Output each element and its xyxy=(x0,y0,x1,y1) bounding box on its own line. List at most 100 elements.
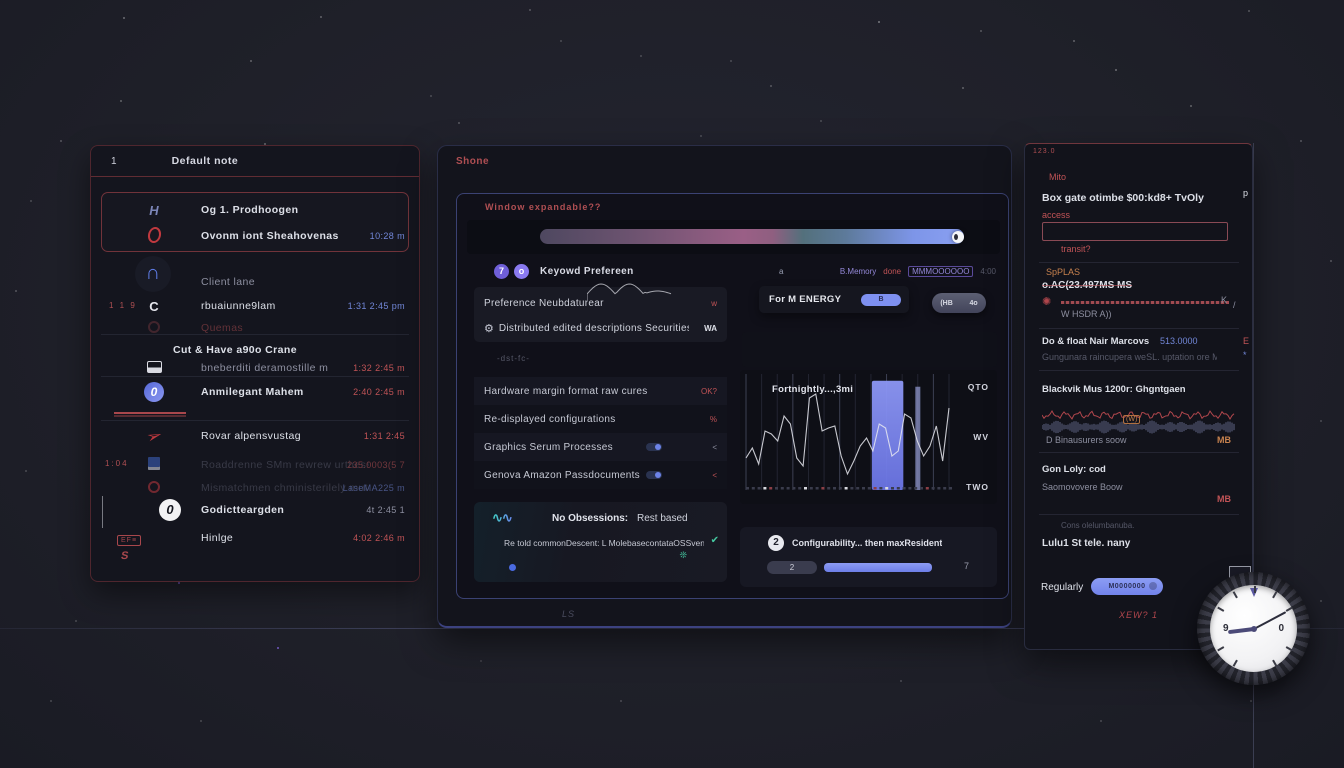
list-item[interactable]: Quemas xyxy=(91,314,419,342)
selection-tick xyxy=(102,496,103,528)
theme-gradient-slider[interactable] xyxy=(540,229,964,244)
footer-link[interactable]: XEW? 1 xyxy=(1118,610,1158,620)
divider xyxy=(101,334,409,335)
notifications-header: 1 Default note xyxy=(91,146,419,177)
divider xyxy=(1039,452,1239,453)
text-input[interactable] xyxy=(1042,222,1228,241)
mini-chart: Fortnightly...,3mi QTO WV TWO xyxy=(740,370,997,504)
section-sub: D Binausurers soow xyxy=(1046,435,1127,445)
progress-label: Configurability... then maxResident xyxy=(792,538,943,548)
item-time: 2:40 2:45 m xyxy=(353,387,405,397)
section-title: Gon Loly: cod xyxy=(1042,464,1106,475)
clock-tick xyxy=(1232,659,1238,667)
row-badge: WA xyxy=(704,323,717,333)
refresh-icon: C xyxy=(149,298,159,314)
margin-note: 1:04 xyxy=(105,459,129,468)
list-item[interactable]: C rbuaiunne9lam 1:31 2:45 pm xyxy=(91,292,419,320)
setting-label: Hardware margin format raw cures xyxy=(484,385,648,397)
slider-knob[interactable] xyxy=(952,230,964,243)
settings-row[interactable]: Hardware margin format raw cures OK? xyxy=(474,377,727,405)
small-tag: a xyxy=(779,267,784,276)
analog-clock: 9 0 xyxy=(1197,572,1310,685)
starfield-decoration xyxy=(0,0,2,2)
tag[interactable]: done xyxy=(883,267,902,276)
window-footer-label: LS xyxy=(562,609,576,619)
sparkle-icon: ❊ xyxy=(679,550,687,560)
chart-axis-labels: QTO WV TWO xyxy=(966,382,989,492)
list-item[interactable]: bneberditi deramostille m 1:32 2:45 m xyxy=(91,354,419,382)
progress-bar[interactable] xyxy=(824,563,932,572)
item-label: Rovar alpensvustag xyxy=(201,430,302,442)
header-index: 1 xyxy=(111,155,117,167)
setting-label: Graphics Serum Processes xyxy=(484,441,613,453)
redline-decoration xyxy=(1061,301,1229,304)
preference-row[interactable]: ⚙ Distributed edited descriptions Securi… xyxy=(484,316,717,340)
section-small: Cons olelumbanuba. xyxy=(1061,521,1135,530)
clock-12-marker xyxy=(1249,588,1258,597)
list-item[interactable]: Roaddrenne SMm rewrew urthessrielle remm… xyxy=(91,451,419,479)
clock-tick xyxy=(1253,585,1256,593)
item-label: Og 1. Prodhoogen xyxy=(201,204,299,216)
list-item[interactable]: 0 Anmilegant Mahem 2:40 2:45 m xyxy=(91,378,419,406)
frequency-pill-button[interactable]: M0000000 xyxy=(1091,578,1163,595)
group-header-label: Cut & Have a90o Crane xyxy=(173,344,297,356)
side-glyph: K xyxy=(1221,295,1228,305)
toggle-switch[interactable] xyxy=(646,471,662,479)
media-pill-button[interactable]: (HB 4o xyxy=(932,293,986,313)
list-item[interactable]: H Og 1. Prodhoogen xyxy=(91,196,419,224)
preference-row[interactable]: Preference Neubdaturear w xyxy=(484,291,717,315)
list-item[interactable]: ∩ Client lane xyxy=(91,256,419,296)
size-badge: MB xyxy=(1217,435,1231,445)
progress-total: 7 xyxy=(963,561,969,571)
list-item[interactable]: ➢ Rovar alpensvustag 1:31 2:45 xyxy=(91,422,419,450)
item-label: Hinlge xyxy=(201,532,234,544)
audio-waveform-svg xyxy=(1042,410,1235,434)
settings-row[interactable]: Re-displayed configurations % xyxy=(474,405,727,433)
clock-numeral: 9 xyxy=(1223,623,1229,634)
zero-badge-icon: 0 xyxy=(143,382,165,402)
list-item[interactable]: EF≡ Hinlge 4:02 2:46 m xyxy=(91,524,419,552)
axis-label: TWO xyxy=(966,482,989,492)
tag[interactable]: B.Memory xyxy=(839,267,877,276)
section-title: Blackvik Mus 1200r: Ghgntgaen xyxy=(1042,384,1186,395)
section-label: Mito xyxy=(1049,172,1067,182)
section-value[interactable]: 513.0000 xyxy=(1160,336,1198,346)
item-time: 10:28 m xyxy=(369,231,405,241)
input-link[interactable]: transit? xyxy=(1061,244,1091,254)
axis-label: WV xyxy=(973,432,989,442)
pill-icon xyxy=(1149,582,1157,590)
section-title: o.AC(23.497MS MS xyxy=(1042,280,1133,291)
section-sub: access xyxy=(1042,210,1071,220)
toggle-switch[interactable] xyxy=(646,443,662,451)
list-item[interactable]: 0 Godictteargden 4t 2:45 1 xyxy=(91,496,419,524)
list-item[interactable]: Cut & Have a90o Crane xyxy=(91,336,419,364)
energy-pill-button[interactable]: B xyxy=(861,293,901,306)
chart-title: Fortnightly...,3mi xyxy=(772,384,854,395)
section-sub: Gungunara raincupera weSL. uptation ore … xyxy=(1042,352,1217,362)
item-label: Client lane xyxy=(201,276,256,288)
tag-row: B.Memory done MMMOOOOOO 4:00 xyxy=(840,266,996,277)
details-panel: 123.0 Mito Box gate otimbe $00:kd8+ TvOl… xyxy=(1024,143,1253,650)
list-item[interactable]: Mismatchmen chministerilely muteswitchma… xyxy=(91,474,419,502)
axis-label: QTO xyxy=(967,382,989,392)
list-item[interactable]: Ovonm iont Sheahovenas 10:28 m xyxy=(91,222,419,250)
clock-tick xyxy=(1271,659,1277,667)
panel-title: Default note xyxy=(171,155,239,167)
settings-row[interactable]: Genova Amazon Passdocuments < xyxy=(474,461,727,489)
clock-center-pin xyxy=(1250,625,1257,632)
progress-count-pill[interactable]: 2 xyxy=(767,561,817,574)
item-label: Roaddrenne SMm rewrew urthessrielle remm… xyxy=(201,459,369,471)
tag[interactable]: MMMOOOOOO xyxy=(908,266,974,277)
clock-numeral: 0 xyxy=(1278,623,1284,634)
section-label: SpPLAS xyxy=(1046,267,1081,277)
star-glyph: * xyxy=(1243,350,1247,360)
section-title: Lulu1 St tele. nany xyxy=(1042,538,1131,549)
blue-dot-icon xyxy=(509,564,516,571)
two-badge-icon: 2 xyxy=(768,535,784,551)
status-subtitle: Rest based xyxy=(637,513,688,524)
item-time: 1:31 2:45 xyxy=(363,431,405,441)
row-label: Distributed edited descriptions Securiti… xyxy=(498,322,689,334)
brain-icon: ✺ xyxy=(1042,296,1052,308)
settings-row[interactable]: Graphics Serum Processes < xyxy=(474,433,727,461)
